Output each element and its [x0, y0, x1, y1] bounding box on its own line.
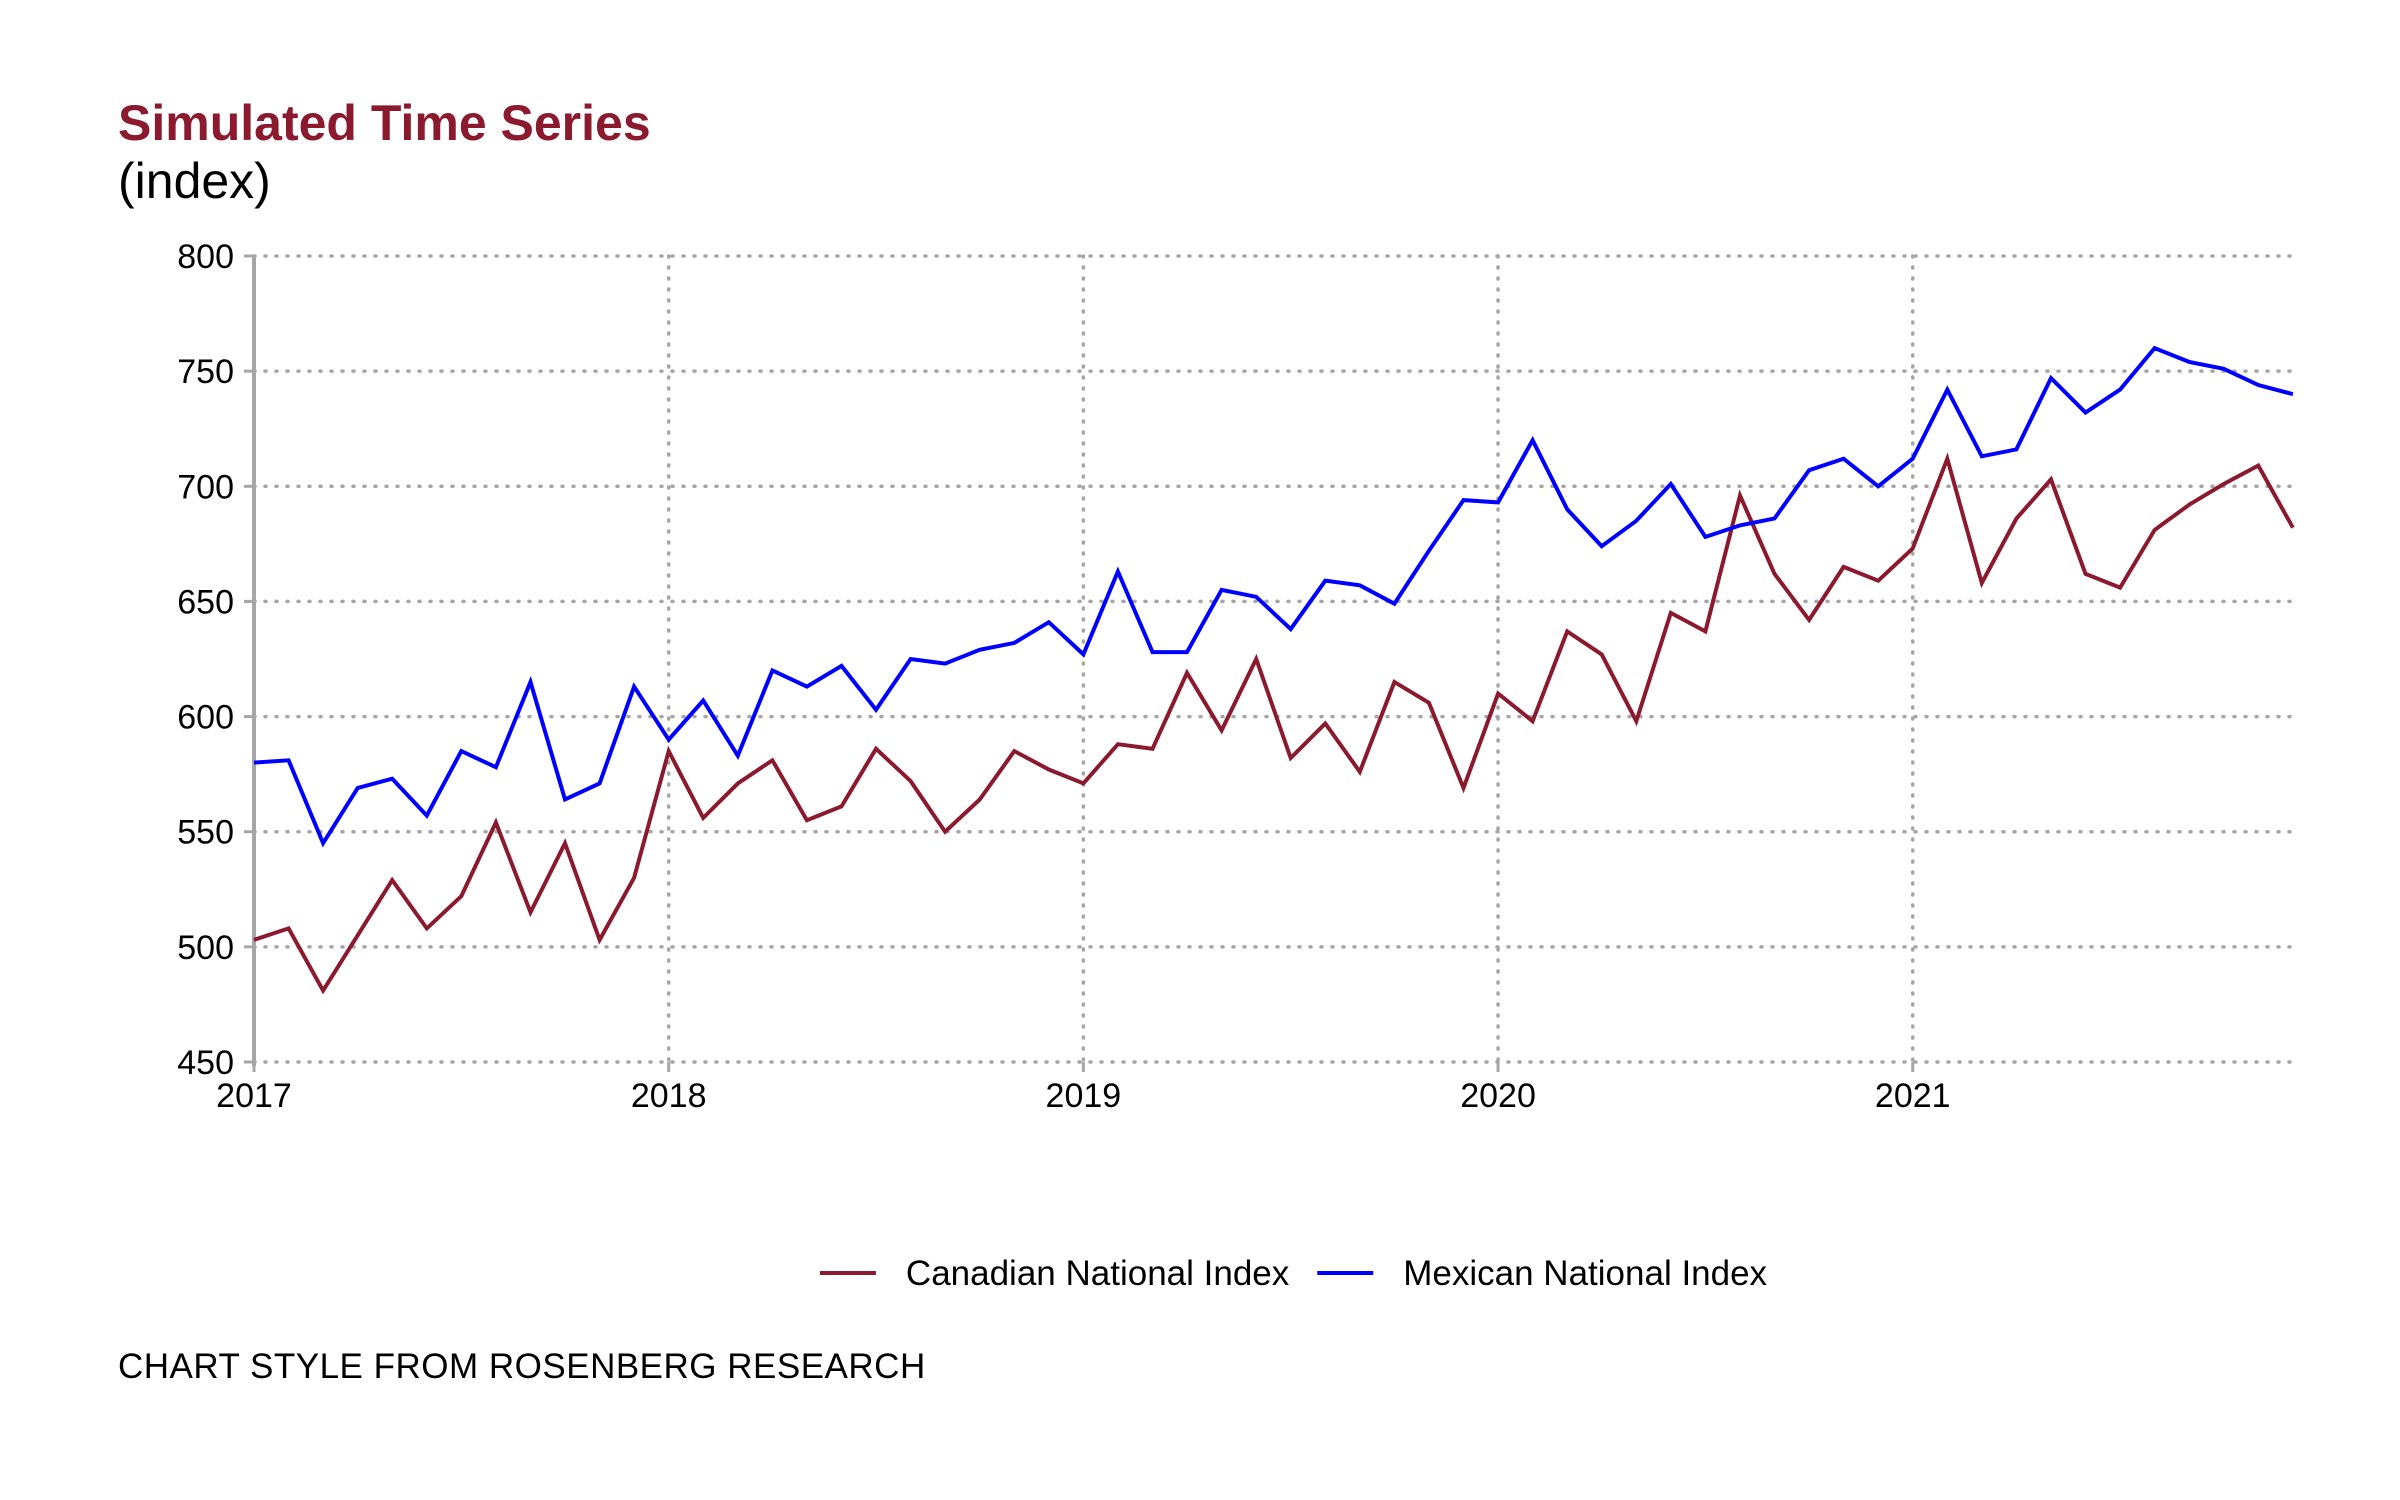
chart-title: Simulated Time Series [118, 95, 651, 151]
y-tick-label: 700 [177, 468, 234, 506]
legend-item-mexican: Mexican National Index [1317, 1254, 1768, 1293]
y-tick-label: 550 [177, 814, 234, 852]
y-tick-label: 450 [177, 1044, 234, 1082]
x-tick-label: 2020 [1460, 1077, 1536, 1115]
y-tick-label: 600 [177, 699, 234, 737]
series [253, 345, 2295, 995]
y-tick-label: 800 [177, 238, 234, 276]
x-tick-label: 2018 [631, 1077, 707, 1115]
series-line-canadian [253, 452, 2295, 995]
legend-item-canadian: Canadian National Index [819, 1254, 1290, 1293]
y-tick-label: 500 [177, 929, 234, 967]
grid [252, 254, 2295, 1064]
chart-caption: CHART STYLE FROM ROSENBERG RESEARCH [118, 1347, 926, 1386]
x-tick-label: 2017 [216, 1077, 292, 1115]
y-tick-label: 650 [177, 583, 234, 621]
legend-label: Mexican National Index [1403, 1254, 1767, 1293]
legend-label: Canadian National Index [906, 1254, 1290, 1293]
y-tick-label: 750 [177, 353, 234, 391]
x-tick-label: 2021 [1875, 1077, 1951, 1115]
series-line-mexican [253, 345, 2294, 848]
chart-subtitle: (index) [118, 153, 271, 209]
x-tick-label: 2019 [1046, 1077, 1122, 1115]
legend: Canadian National Index Mexican National … [819, 1254, 1768, 1293]
axes: 450 500 550 600 650 700 750 800 2017 2018 2019 2020… [177, 238, 1950, 1115]
